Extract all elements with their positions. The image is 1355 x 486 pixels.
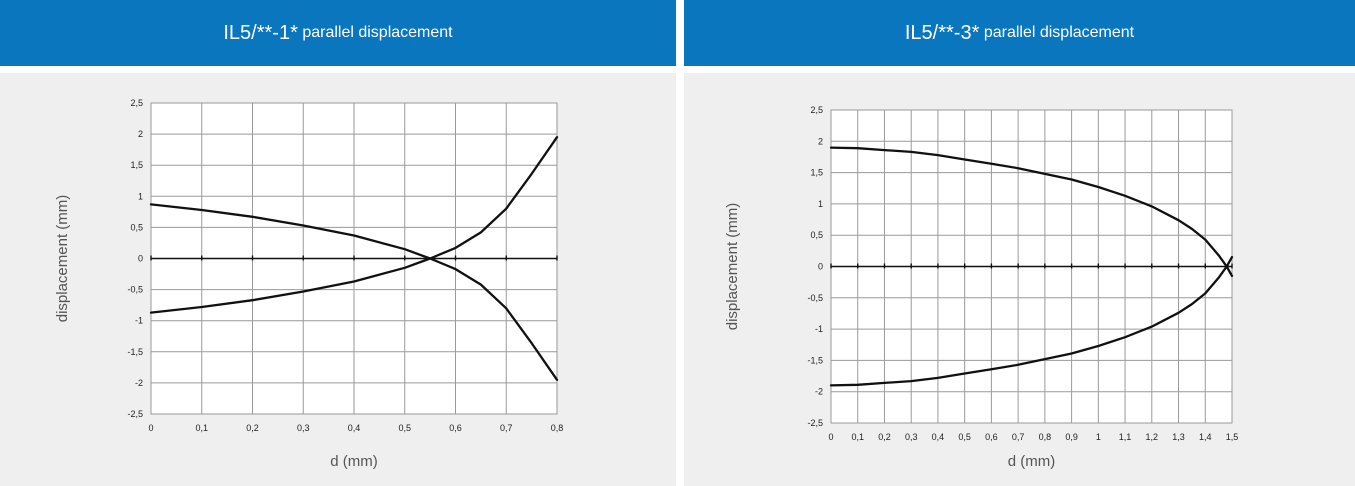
plot-area: 2,5 2 1,5 1 0,5 0 -0,5 -1 -1,5 -2 -2,5 0 0,1 0,2 0,3 0,…	[0, 73, 676, 486]
y-tick-label: 0,5	[810, 230, 823, 240]
x-tick-label: 0,4	[932, 432, 945, 442]
x-tick-label: 0	[148, 423, 153, 433]
header-model: IL5/**-3*	[904, 21, 980, 44]
header-model: IL5/**-1*	[223, 21, 298, 44]
chart-header: IL5/**-3* parallel displacement	[684, 0, 1355, 66]
y-tick-label: -2	[135, 378, 143, 388]
y-tick-label: -2	[815, 387, 823, 397]
y-axis-title: displacement (mm)	[54, 195, 71, 323]
x-axis-title: d (mm)	[1008, 453, 1056, 470]
x-tick-label: 0	[828, 432, 833, 442]
x-tick-label: 0,9	[1065, 432, 1078, 442]
x-tick-label: 0,2	[878, 432, 891, 442]
x-tick-label: 0,2	[246, 423, 259, 433]
y-tick-label: 0	[138, 254, 143, 264]
y-tick-label: 1	[138, 191, 143, 201]
x-tick-label: 1,2	[1146, 432, 1159, 442]
x-tick-label: 0,5	[958, 432, 971, 442]
line-chart-left: 2,5 2 1,5 1 0,5 0 -0,5 -1 -1,5 -2 -2,5 0 0,1 0,2 0,3 0,…	[54, 98, 564, 470]
x-tick-label: 0,7	[1012, 432, 1025, 442]
x-tick-label: 0,7	[500, 423, 513, 433]
series-line-1	[829, 146, 1234, 278]
x-tick-label: 1	[1096, 432, 1101, 442]
y-tick-label: -0,5	[127, 285, 143, 295]
y-tick-label: 0	[818, 262, 823, 272]
y-tick-label: 0,5	[130, 222, 143, 232]
y-tick-label: 1,5	[130, 160, 143, 170]
series-line-2	[829, 255, 1234, 387]
y-axis-title: displacement (mm)	[724, 203, 741, 331]
x-tick-label: 1,5	[1226, 432, 1239, 442]
y-tick-label: 1	[818, 199, 823, 209]
y-tick-label: 2,5	[810, 105, 823, 115]
header-rest: parallel displacement	[297, 24, 453, 41]
x-tick-label: 0,1	[851, 432, 864, 442]
chart-header: IL5/**-1* parallel displacement	[0, 0, 676, 66]
y-tick-label: 1,5	[810, 168, 823, 178]
x-tick-label: 0,8	[1039, 432, 1052, 442]
x-tick-label: 1,1	[1119, 432, 1132, 442]
y-tick-label: 2,5	[130, 98, 143, 108]
x-tick-label: 0,6	[449, 423, 462, 433]
y-tick-label: -1,5	[807, 355, 823, 365]
chart-panel-right: IL5/**-3* parallel displacement 2,5 2 1,5 1…	[684, 0, 1355, 486]
x-tick-label: 0,3	[905, 432, 918, 442]
x-tick-label: 1,3	[1172, 432, 1185, 442]
y-tick-label: -0,5	[807, 293, 823, 303]
x-tick-label: 0,5	[398, 423, 411, 433]
y-tick-label: -1	[135, 316, 143, 326]
y-tick-label: 2	[138, 129, 143, 139]
y-tick-label: -1,5	[127, 347, 143, 357]
x-tick-label: 0,3	[297, 423, 310, 433]
header-rest: parallel displacement	[979, 24, 1135, 41]
x-axis-title: d (mm)	[330, 453, 378, 470]
x-tick-label: 1,4	[1199, 432, 1212, 442]
series-line-2	[149, 136, 559, 314]
x-tick-label: 0,8	[551, 423, 564, 433]
line-chart-right: 2,5 2 1,5 1 0,5 0 -0,5 -1 -1,5 -2 -2,5 0 0,1 0,2 0,3 0,…	[724, 105, 1239, 470]
y-tick-label: -2,5	[127, 409, 143, 419]
y-tick-label: -1	[815, 324, 823, 334]
x-tick-label: 0,6	[985, 432, 998, 442]
x-tick-label: 0,4	[348, 423, 361, 433]
x-tick-label: 0,1	[195, 423, 208, 433]
plot-area: 2,5 2 1,5 1 0,5 0 -0,5 -1 -1,5 -2 -2,5 0 0,1 0,2 0,3 0,…	[684, 73, 1355, 486]
y-tick-label: -2,5	[807, 418, 823, 428]
chart-panel-left: IL5/**-1* parallel displacement 2,5 2 1,5 1…	[0, 0, 676, 486]
series-line-1	[149, 203, 559, 381]
y-tick-label: 2	[818, 136, 823, 146]
